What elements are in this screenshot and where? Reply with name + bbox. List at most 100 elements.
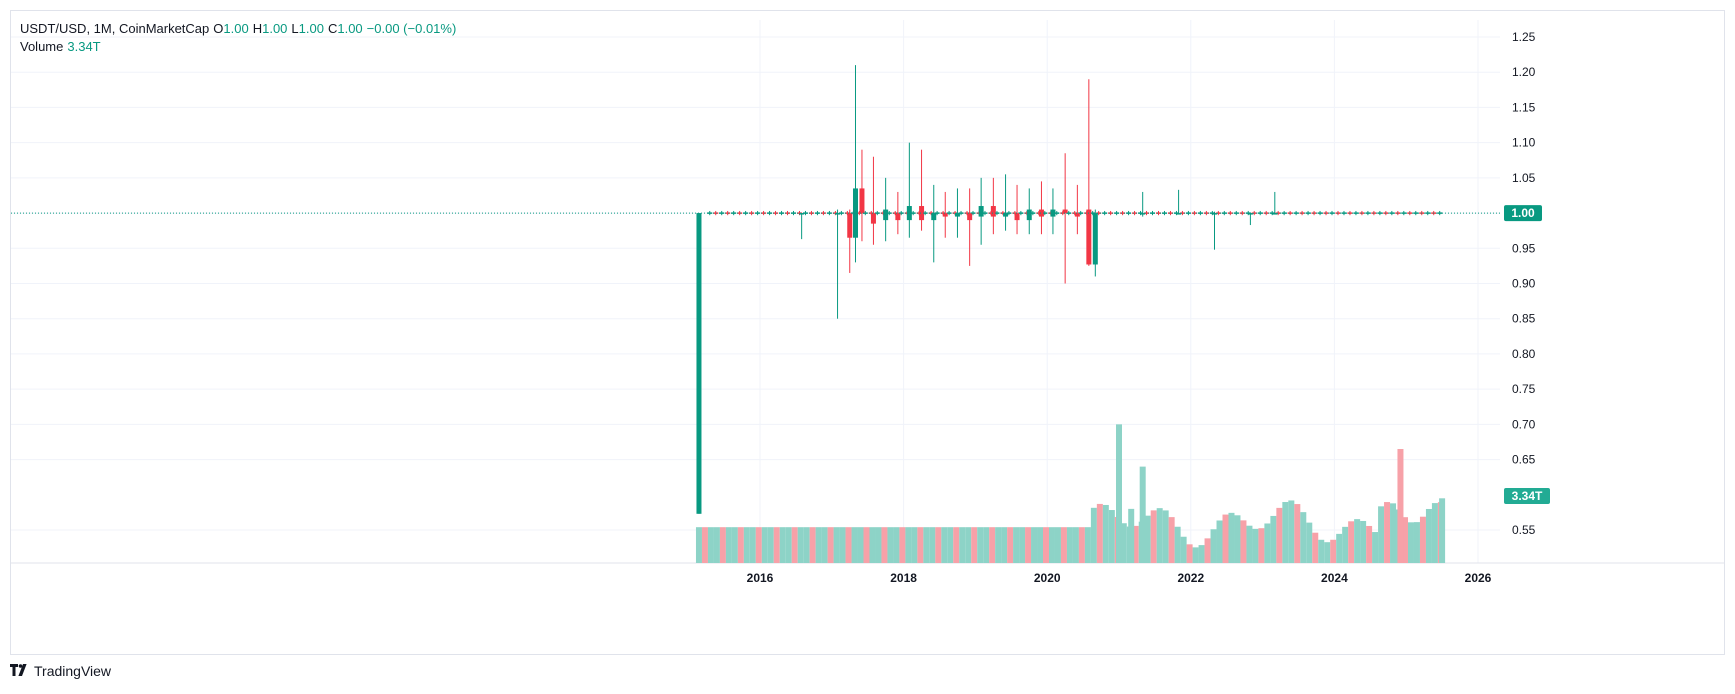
volume-bar bbox=[779, 527, 786, 563]
candle-body bbox=[1096, 212, 1102, 214]
candle-body bbox=[1179, 212, 1185, 214]
candle-body bbox=[856, 212, 862, 214]
candle-body bbox=[1132, 212, 1138, 214]
volume-bar bbox=[905, 527, 912, 563]
candle-body bbox=[886, 212, 892, 214]
candle-body bbox=[928, 212, 934, 214]
volume-bar bbox=[725, 527, 732, 563]
candle-body bbox=[870, 213, 876, 224]
open-label: O bbox=[213, 21, 224, 36]
candle-body bbox=[1003, 213, 1009, 217]
candle-body bbox=[719, 212, 725, 214]
candle-body bbox=[838, 212, 844, 214]
volume-bar bbox=[1360, 520, 1367, 563]
volume-bar bbox=[899, 527, 906, 563]
candle-body bbox=[1305, 212, 1311, 214]
symbol-line[interactable]: USDT/USD, 1M, CoinMarketCap bbox=[20, 21, 210, 36]
volume-bar bbox=[947, 527, 954, 563]
candle-body bbox=[942, 213, 948, 217]
volume-bar bbox=[731, 527, 738, 563]
volume-bar bbox=[1186, 544, 1193, 563]
volume-bar bbox=[791, 527, 798, 563]
candle-body bbox=[892, 212, 898, 214]
candle-body bbox=[954, 213, 960, 217]
candle-body bbox=[1176, 213, 1182, 215]
volume-bar bbox=[857, 527, 864, 563]
volume-bar bbox=[1139, 466, 1146, 563]
volume-label[interactable]: Volume bbox=[20, 39, 64, 54]
candle-body bbox=[1299, 212, 1305, 214]
volume-bar bbox=[1318, 539, 1325, 563]
candle-body bbox=[779, 212, 785, 214]
y-tick-label: 0.80 bbox=[1512, 347, 1536, 361]
y-tick-label: 1.25 bbox=[1512, 30, 1536, 44]
volume-bar bbox=[935, 527, 942, 563]
y-tick-label: 1.10 bbox=[1512, 136, 1536, 150]
volume-bar bbox=[1192, 547, 1199, 563]
volume-bar bbox=[893, 527, 900, 563]
volume-bar bbox=[1204, 538, 1211, 563]
brand-label: TradingView bbox=[34, 663, 112, 679]
volume-bar bbox=[1252, 528, 1259, 563]
volume-bar bbox=[1031, 527, 1038, 563]
candle-body bbox=[1150, 212, 1156, 214]
open-value: 1.00 bbox=[223, 21, 249, 36]
tradingview-brand[interactable]: TradingView bbox=[10, 663, 111, 679]
volume-bar bbox=[1431, 503, 1438, 563]
volume-bar bbox=[1270, 515, 1277, 563]
volume-bar bbox=[1234, 515, 1241, 563]
volume-bar bbox=[1090, 507, 1097, 563]
volume-bar bbox=[833, 527, 840, 563]
volume-bar bbox=[1228, 512, 1235, 563]
volume-bar bbox=[1096, 503, 1103, 563]
chart-legend: USDT/USD, 1M, CoinMarketCap O 1.00 H 1.00 … bbox=[20, 20, 456, 56]
candle-body bbox=[1092, 213, 1098, 265]
candle-body bbox=[707, 212, 713, 214]
candle-body bbox=[835, 213, 841, 215]
candle-body bbox=[1120, 212, 1126, 214]
volume-bar bbox=[1306, 522, 1313, 563]
volume-bar bbox=[1216, 520, 1223, 563]
volume-bar bbox=[1390, 503, 1397, 563]
volume-bar bbox=[1180, 536, 1187, 563]
volume-bar bbox=[1372, 532, 1379, 563]
volume-bar bbox=[1264, 523, 1271, 563]
candle-body bbox=[1203, 212, 1209, 214]
volume-bar bbox=[1116, 424, 1122, 563]
candle-body bbox=[1000, 212, 1006, 214]
candle-body bbox=[1090, 212, 1096, 214]
volume-bar bbox=[1419, 516, 1426, 563]
volume-bar bbox=[863, 527, 870, 563]
candle-body bbox=[964, 212, 970, 214]
candle-body bbox=[1126, 212, 1132, 214]
high-value: 1.00 bbox=[262, 21, 288, 36]
last-price-label: 1.00 bbox=[1511, 206, 1535, 220]
volume-bar bbox=[1060, 527, 1067, 563]
candle-body bbox=[791, 212, 797, 214]
volume-bar bbox=[887, 527, 894, 563]
volume-bar bbox=[1342, 526, 1349, 563]
candle-body bbox=[1287, 212, 1293, 214]
volume-bar bbox=[965, 527, 972, 563]
x-tick-label: 2024 bbox=[1321, 571, 1348, 585]
change-value: −0.00 (−0.01%) bbox=[366, 21, 457, 36]
volume-bar bbox=[875, 527, 882, 563]
candle-body bbox=[814, 212, 820, 214]
y-tick-label: 0.95 bbox=[1512, 241, 1536, 255]
volume-value: 3.34T bbox=[67, 39, 101, 54]
candle-body bbox=[1323, 212, 1329, 214]
volume-bar bbox=[1312, 532, 1319, 563]
candle-body bbox=[1161, 212, 1167, 214]
candle-body bbox=[862, 212, 868, 214]
volume-bar bbox=[755, 527, 762, 563]
candle-body bbox=[1060, 212, 1066, 214]
volume-bar bbox=[1384, 502, 1391, 563]
volume-bar bbox=[1048, 527, 1055, 563]
volume-bar bbox=[767, 527, 774, 563]
candle-body bbox=[1263, 212, 1269, 214]
volume-bar bbox=[743, 527, 750, 563]
candle-body bbox=[1018, 212, 1024, 214]
x-tick-label: 2020 bbox=[1034, 571, 1061, 585]
last-price-badge bbox=[1504, 205, 1542, 222]
